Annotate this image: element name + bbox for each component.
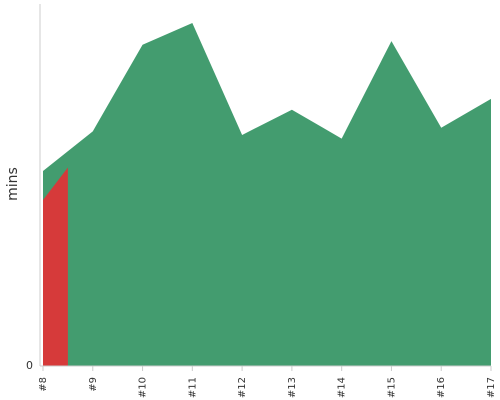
area-layer — [43, 23, 491, 367]
x-tick-label: #10 — [138, 377, 149, 398]
y-axis-title: mins — [5, 167, 21, 201]
x-tick-labels: #8 #9 #10 #11 #12 #13 #14 #15 #16 #17 — [38, 377, 497, 398]
x-tick-label: #12 — [237, 377, 248, 398]
x-tick-label: #14 — [337, 377, 348, 398]
x-tick-label: #17 — [486, 377, 497, 398]
highlight-area — [43, 167, 68, 366]
x-tick-marks — [42, 366, 492, 371]
x-tick-label: #8 — [38, 377, 49, 392]
series-area-0 — [43, 23, 491, 367]
y-tick-labels: 0 — [26, 359, 33, 372]
x-tick-label: #16 — [436, 377, 447, 398]
x-tick-label: #15 — [386, 377, 397, 398]
x-tick-label: #11 — [187, 377, 198, 398]
x-tick-label: #9 — [88, 377, 99, 392]
x-tick-label: #13 — [287, 377, 298, 398]
y-tick-label: 0 — [26, 359, 33, 372]
